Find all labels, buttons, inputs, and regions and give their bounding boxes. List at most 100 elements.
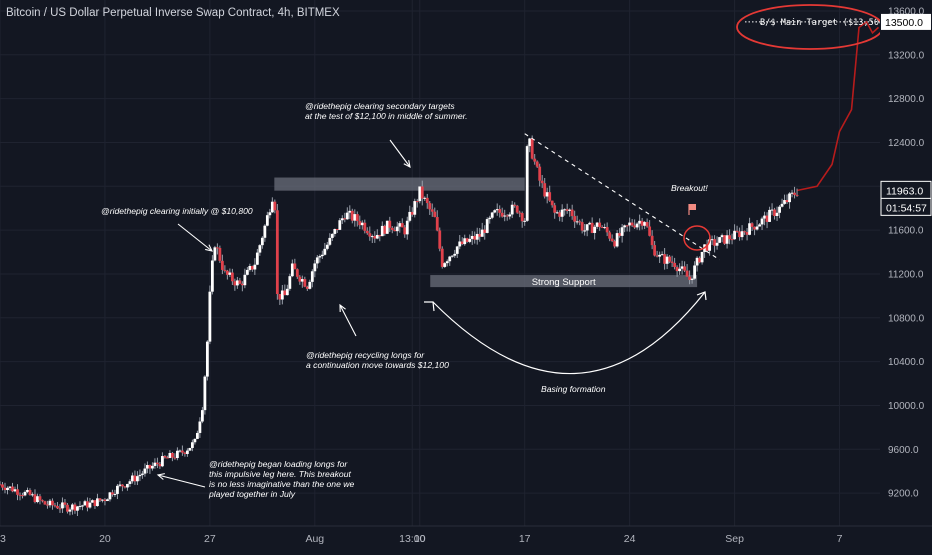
candle-body [290, 263, 294, 277]
candle-body [220, 260, 224, 270]
candle-body [268, 212, 272, 216]
candle-body [398, 223, 402, 227]
candle-body [228, 272, 232, 275]
candle-body [158, 464, 162, 467]
candle-body [323, 248, 327, 255]
price-tick-label: 12800.0 [888, 94, 925, 105]
candle-body [563, 209, 567, 211]
candle-body [200, 410, 204, 422]
candle-body [483, 229, 487, 233]
candle-body [41, 500, 44, 502]
candle-body [388, 220, 392, 228]
candle-body [108, 492, 112, 500]
candle-body [590, 222, 594, 233]
candle-body [595, 222, 599, 227]
price-axis[interactable]: 9200.0 9600.0 10000.0 10400.0 10800.0 11200.0… [880, 0, 932, 550]
candle-body [633, 225, 637, 228]
arrow-clearing-initially-head [205, 244, 213, 252]
candle-body [440, 248, 444, 267]
candle-body [308, 281, 312, 289]
price-tick-label: 13600.0 [888, 6, 925, 17]
candle-body [198, 421, 202, 433]
note-secondary-targets: @ridethepig clearing secondary targets [305, 101, 455, 111]
candle-body [410, 211, 414, 215]
candle-body [11, 486, 14, 492]
candle-body [335, 229, 339, 231]
candle-body [148, 465, 152, 469]
candle-body [735, 230, 739, 232]
candle-body [623, 225, 627, 228]
candle-body [133, 475, 137, 482]
candle-body [143, 468, 147, 474]
candle-body [450, 255, 454, 257]
candle-body [553, 205, 557, 213]
candle-body [738, 231, 741, 238]
candle-body [13, 489, 17, 492]
candle-body [73, 504, 77, 511]
candle-body [1, 484, 4, 488]
candle-body [548, 192, 552, 201]
candle-body [263, 225, 267, 238]
candle-body [93, 500, 97, 507]
candle-body [730, 239, 734, 241]
candle-body [151, 465, 154, 469]
candle-body [113, 493, 117, 495]
candle-body [783, 200, 786, 204]
candle-body [538, 166, 542, 181]
candle-body [750, 223, 754, 227]
candle-body [620, 227, 624, 236]
time-tick-label: Sep [725, 533, 744, 545]
candle-body [425, 197, 429, 204]
candle-body [700, 251, 704, 263]
candle-body [455, 246, 459, 254]
candle-body [558, 212, 562, 217]
candle-body [705, 244, 709, 251]
candle-body [675, 267, 679, 272]
candle-body [668, 256, 672, 262]
candle-body [223, 269, 227, 271]
candle-body [445, 261, 449, 264]
candle-body [98, 498, 102, 501]
candle-body [350, 210, 354, 221]
candle-body [523, 220, 527, 222]
note-loading-longs: this impulsive leg here. This breakout [209, 469, 351, 479]
candle-body [428, 203, 432, 210]
candle-body [393, 229, 397, 232]
candle-body [8, 486, 12, 488]
candle-body [253, 264, 257, 270]
candle-body [613, 241, 617, 247]
candle-body [240, 283, 244, 286]
candle-body [413, 201, 417, 215]
candle-body [550, 200, 554, 206]
arrow-secondary-targets [389, 139, 411, 168]
candle-body [126, 483, 129, 488]
candle-body [603, 227, 607, 229]
candle-body [498, 209, 502, 213]
candle-body [740, 231, 744, 238]
candle-body [328, 237, 332, 245]
candle-body [435, 217, 439, 231]
candle-body [755, 226, 759, 230]
candle-body [598, 222, 602, 228]
candle-body [465, 238, 469, 242]
candle-body [625, 225, 629, 227]
candle-body [171, 453, 174, 458]
basing-arc [432, 291, 706, 375]
candle-body [580, 222, 584, 231]
candle-body [265, 215, 269, 226]
chart-grid [0, 0, 880, 526]
note-secondary-targets: at the test of $12,100 in middle of summ… [305, 111, 468, 121]
candle-body [163, 456, 167, 458]
candle-body [763, 215, 766, 219]
candle-body [103, 499, 107, 502]
price-tick-label: 11200.0 [888, 269, 924, 280]
note-breakout: Breakout! [671, 183, 708, 193]
candle-body [230, 272, 234, 282]
price-tick-label: 10800.0 [888, 313, 925, 324]
candle-body [121, 484, 124, 487]
candle-body [535, 161, 539, 167]
candle-body [375, 234, 379, 239]
